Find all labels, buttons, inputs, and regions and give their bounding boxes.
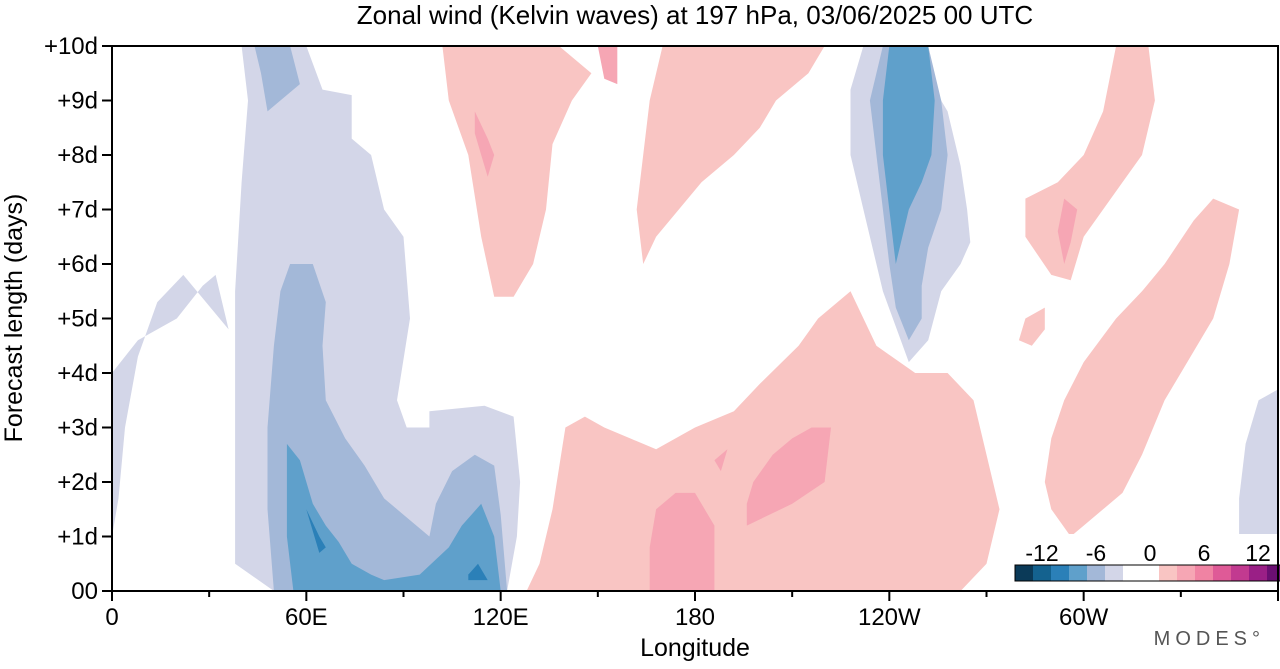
contour-region-pos2f (714, 449, 728, 472)
y-tick-label: +1d (57, 524, 98, 551)
contour-regions (112, 46, 1278, 591)
contour-region-pos2c (649, 492, 715, 591)
x-tick-label: 120E (473, 604, 529, 631)
colorbar-swatch (1069, 565, 1087, 581)
colorbar-swatch (1123, 565, 1141, 581)
colorbar-tick-label: 6 (1198, 540, 1211, 566)
contour-region-neg3b (882, 46, 935, 264)
colorbar-tick-label: -6 (1086, 540, 1106, 566)
colorbar-swatch (1105, 565, 1123, 581)
contour-region-neg4b (468, 563, 488, 581)
colorbar-tick-label: 12 (1245, 540, 1271, 566)
y-tick-label: +3d (57, 415, 98, 442)
contour-region-neg2 (254, 46, 300, 112)
y-tick-label: +8d (57, 142, 98, 169)
colorbar-swatch (1195, 565, 1213, 581)
colorbar-tick-label: 0 (1144, 540, 1157, 566)
y-tick-label: +4d (57, 360, 98, 387)
colorbar-swatch (1015, 565, 1033, 581)
contour-region-neg4 (306, 509, 326, 553)
y-tick-label: +10d (44, 33, 98, 60)
x-tick-label: 0 (105, 604, 118, 631)
colorbar-swatch (1159, 565, 1177, 581)
modes-logo: MODES° (1154, 628, 1265, 650)
contour-region-pos1b (442, 46, 592, 297)
contour-region-neg2b (267, 264, 508, 591)
colorbar-swatch (1177, 565, 1195, 581)
colorbar: -12 -6 0 6 12 (1009, 534, 1280, 590)
x-tick-label: 60W (1059, 604, 1109, 631)
contour-region-pos1f (1018, 307, 1045, 346)
colorbar-swatch (1033, 565, 1051, 581)
contour-region-pos2d (746, 427, 831, 526)
x-tick-label: 180 (675, 604, 715, 631)
y-tick-label: 00 (71, 578, 98, 605)
x-tick-label: 60E (285, 604, 328, 631)
colorbar-swatch (1051, 565, 1069, 581)
colorbar-swatch (1213, 565, 1231, 581)
colorbar-swatch (1087, 565, 1105, 581)
y-tick-label: +5d (57, 306, 98, 333)
colorbar-outline (1014, 564, 1280, 582)
contour-region-neg3 (286, 443, 501, 591)
y-axis-label: Forecast length (days) (0, 194, 28, 443)
x-tick-label: 120W (858, 604, 921, 631)
contour-region-pos1 (526, 291, 1000, 591)
contour-region-neg1b (112, 274, 229, 537)
colorbar-swatch (1249, 565, 1267, 581)
y-tick-label: +7d (57, 197, 98, 224)
chart-title: Zonal wind (Kelvin waves) at 197 hPa, 03… (357, 0, 1033, 30)
y-tick-label: +2d (57, 469, 98, 496)
contour-region-pos1e (1044, 198, 1240, 537)
x-axis-label: Longitude (640, 634, 750, 662)
contour-region-pos1c (636, 46, 825, 264)
contour-region-pos1d (1025, 46, 1155, 281)
colorbar-tick-label: -12 (1025, 540, 1058, 566)
contour-region-pos2b (597, 46, 618, 85)
colorbar-swatch (1231, 565, 1249, 581)
contour-region-pos2e (1057, 198, 1078, 264)
y-tick-label: +6d (57, 251, 98, 278)
contour-region-pos2 (474, 111, 495, 177)
x-axis: 0 60E 120E 180 120W 60W (105, 591, 1279, 631)
y-axis: 00 +1d +2d +3d +4d +5d +6d +7d +8d +9d +10d (44, 33, 112, 605)
colorbar-swatch (1267, 565, 1280, 581)
y-tick-label: +9d (57, 88, 98, 115)
colorbar-swatch (1141, 565, 1159, 581)
